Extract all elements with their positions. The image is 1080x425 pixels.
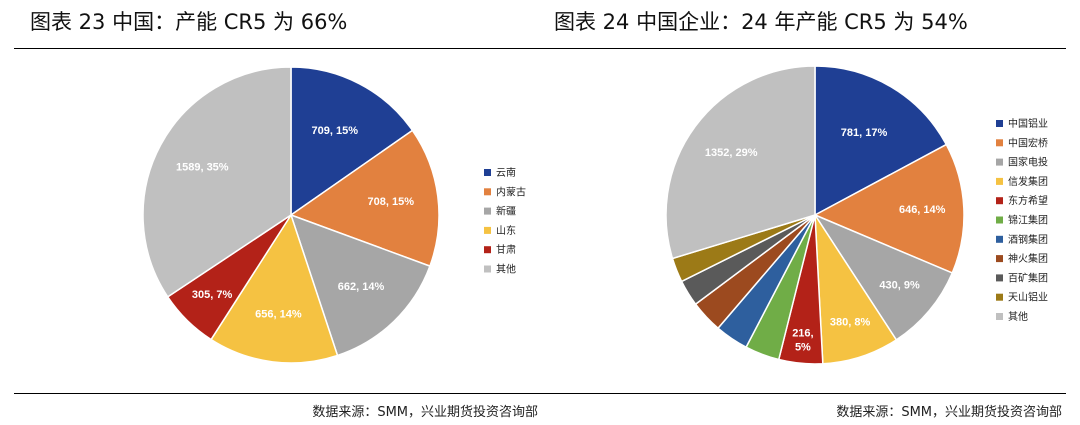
legend-swatch xyxy=(484,188,491,196)
chart-panel-right: 图表 24 中国企业：24 年产能 CR5 为 54% 781, 17% 646,… xyxy=(538,0,1066,425)
legend-item: 神火集团 xyxy=(996,252,1048,265)
legend-swatch xyxy=(996,139,1003,147)
pie-slice xyxy=(665,65,816,260)
pie-slice xyxy=(813,143,965,274)
legend-swatch xyxy=(996,158,1003,166)
data-label: 305, 7% xyxy=(192,289,233,301)
data-label: 1352, 29% xyxy=(705,147,758,159)
legend-label: 甘肃 xyxy=(496,243,516,256)
legend-swatch xyxy=(484,169,491,176)
source-note: 数据来源：SMM，兴业期货投资咨询部 xyxy=(836,405,1062,420)
chart-panel-left: 图表 23 中国：产能 CR5 为 66% 709, 15% 708, 15% 66… xyxy=(14,0,542,425)
data-label: 1589, 35% xyxy=(176,161,229,173)
pie-slice xyxy=(289,129,440,268)
data-label: 380, 8% xyxy=(830,317,871,329)
legend-swatch xyxy=(484,246,491,254)
legend-label: 其他 xyxy=(1008,310,1028,323)
legend-label: 新疆 xyxy=(496,205,516,218)
data-label: 430, 9% xyxy=(879,280,920,292)
legend-swatch xyxy=(996,293,1003,301)
legend-item: 新疆 xyxy=(484,205,516,218)
pie-chart-company: 781, 17% 646, 14% 430, 9% 380, 8% 216, 5% 1352… xyxy=(665,65,1048,365)
legend-item: 其他 xyxy=(996,310,1028,323)
pie-slice xyxy=(289,213,431,357)
legend-item: 山东 xyxy=(484,224,516,237)
legend-label: 酒钢集团 xyxy=(1008,233,1048,246)
legend-label: 山东 xyxy=(496,224,516,237)
top-rule xyxy=(538,48,1066,49)
legend-item: 天山铝业 xyxy=(996,292,1048,304)
pie-chart-province: 709, 15% 708, 15% 662, 14% 656, 14% 305, 7% 1… xyxy=(142,66,526,364)
legend-label: 内蒙古 xyxy=(496,185,526,198)
legend-item: 国家电投 xyxy=(996,156,1048,169)
legend-label: 百矿集团 xyxy=(1008,271,1048,284)
legend-label: 中国宏桥 xyxy=(1008,136,1048,149)
data-label: 709, 15% xyxy=(312,125,359,137)
data-label: 646, 14% xyxy=(899,204,946,216)
legend-swatch xyxy=(484,265,491,273)
legend-item: 中国宏桥 xyxy=(996,136,1048,149)
bottom-rule xyxy=(538,393,1066,394)
chart-title: 图表 24 中国企业：24 年产能 CR5 为 54% xyxy=(554,10,968,34)
legend-swatch xyxy=(996,120,1003,127)
data-label: 662, 14% xyxy=(338,281,385,293)
data-label: 216, 5% xyxy=(792,327,813,353)
legend-item: 百矿集团 xyxy=(996,271,1048,284)
legend-swatch xyxy=(484,207,491,215)
data-label: 656, 14% xyxy=(255,309,302,321)
bottom-rule xyxy=(14,393,542,394)
legend-item: 中国铝业 xyxy=(996,117,1048,130)
legend-item: 其他 xyxy=(484,263,516,276)
pie-slice xyxy=(142,66,292,298)
legend-swatch xyxy=(996,197,1003,205)
legend-item: 东方希望 xyxy=(996,194,1048,207)
legend-swatch xyxy=(996,313,1003,320)
legend-label: 国家电投 xyxy=(1008,156,1048,169)
legend-item: 内蒙古 xyxy=(484,185,526,198)
legend-swatch xyxy=(996,255,1003,263)
legend-item: 甘肃 xyxy=(484,243,516,256)
legend-label: 天山铝业 xyxy=(1008,292,1048,304)
legend-label: 神火集团 xyxy=(1008,252,1048,265)
top-rule xyxy=(14,48,542,49)
source-note: 数据来源：SMM，兴业期货投资咨询部 xyxy=(312,405,538,420)
legend-label: 中国铝业 xyxy=(1008,117,1048,130)
legend-swatch xyxy=(996,177,1003,185)
legend-swatch xyxy=(996,274,1003,282)
pie-slice xyxy=(290,66,414,217)
legend-label: 云南 xyxy=(496,166,516,179)
legend-swatch xyxy=(484,226,491,234)
data-label: 708, 15% xyxy=(368,196,415,208)
legend-item: 锦江集团 xyxy=(996,214,1048,227)
chart-title: 图表 23 中国：产能 CR5 为 66% xyxy=(30,10,348,34)
legend-label: 其他 xyxy=(496,263,516,276)
legend-label: 信发集团 xyxy=(1008,175,1048,188)
pie-slice xyxy=(813,213,954,341)
legend-label: 锦江集团 xyxy=(1008,214,1048,227)
pie-slice xyxy=(210,213,339,364)
legend-swatch xyxy=(996,216,1003,224)
legend-item: 酒钢集团 xyxy=(996,233,1048,246)
legend-label: 东方希望 xyxy=(1008,194,1048,207)
legend-item: 云南 xyxy=(484,166,516,179)
legend-swatch xyxy=(996,235,1003,243)
data-label: 781, 17% xyxy=(841,127,888,139)
pie-slice xyxy=(814,65,948,217)
legend-item: 信发集团 xyxy=(996,175,1048,188)
